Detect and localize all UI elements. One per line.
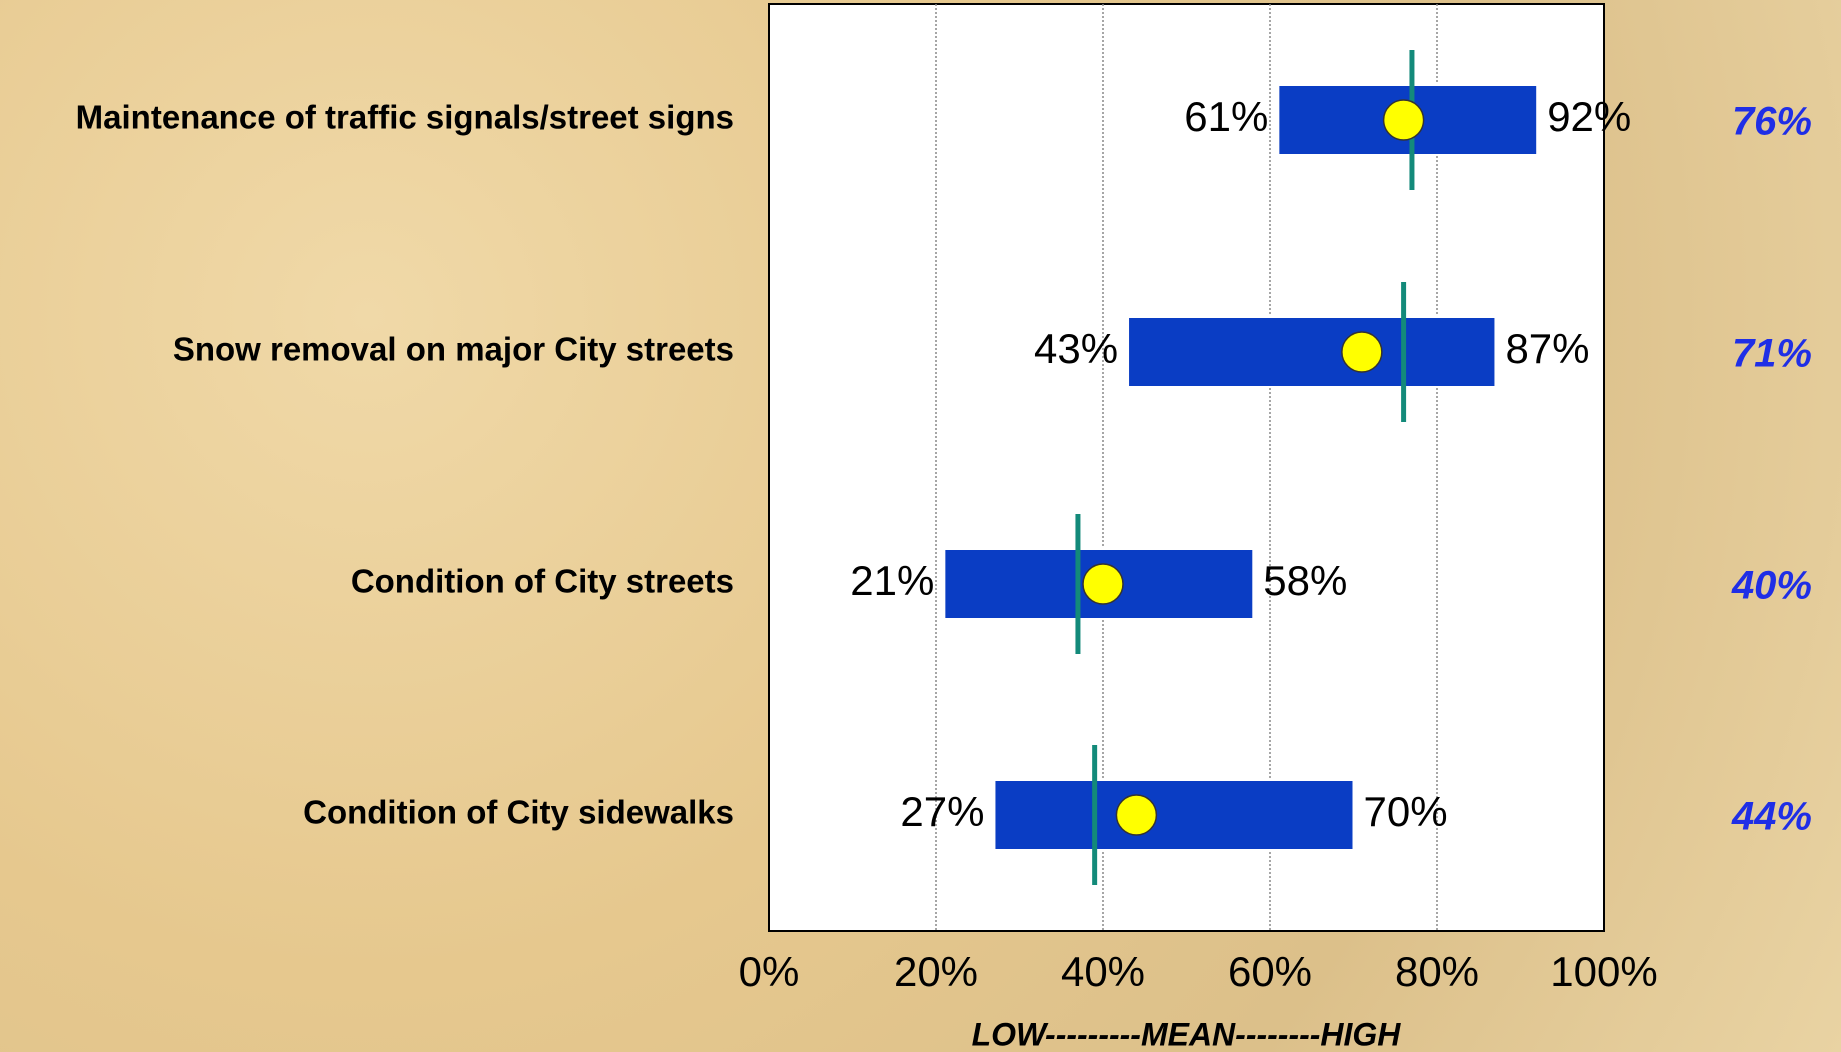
mean-label: 71% xyxy=(1732,332,1812,376)
mean-dot xyxy=(1341,331,1383,373)
x-tick-label: 60% xyxy=(1228,948,1312,995)
low-label: 21% xyxy=(850,557,934,604)
mean-label: 44% xyxy=(1731,795,1812,839)
mean-dot xyxy=(1082,563,1124,605)
mean-dot xyxy=(1115,794,1158,836)
category-label: Condition of City streets xyxy=(351,563,734,600)
high-label: 70% xyxy=(1364,788,1448,835)
x-tick-label: 80% xyxy=(1395,948,1479,995)
high-label: 87% xyxy=(1505,325,1589,372)
x-tick-label: 20% xyxy=(894,948,978,995)
x-tick-label: 0% xyxy=(739,948,800,995)
range-bar xyxy=(993,779,1355,851)
range-bar xyxy=(1127,316,1497,388)
low-label: 43% xyxy=(1034,325,1118,372)
high-label: 92% xyxy=(1547,93,1631,140)
category-label: Condition of City sidewalks xyxy=(303,794,734,831)
high-label: 58% xyxy=(1263,557,1347,604)
x-tick-label: 40% xyxy=(1061,948,1145,995)
x-tick-label: 100% xyxy=(1550,948,1657,995)
mean-label: 76% xyxy=(1732,100,1812,144)
mean-label: 40% xyxy=(1731,564,1812,608)
plot-area xyxy=(768,3,1605,932)
mean-dot xyxy=(1382,99,1425,141)
low-label: 27% xyxy=(900,788,984,835)
category-label: Snow removal on major City streets xyxy=(173,331,734,368)
category-label: Maintenance of traffic signals/street si… xyxy=(76,99,734,136)
x-axis-title: LOW---------MEAN--------HIGH xyxy=(972,1016,1402,1052)
low-label: 61% xyxy=(1184,93,1268,140)
